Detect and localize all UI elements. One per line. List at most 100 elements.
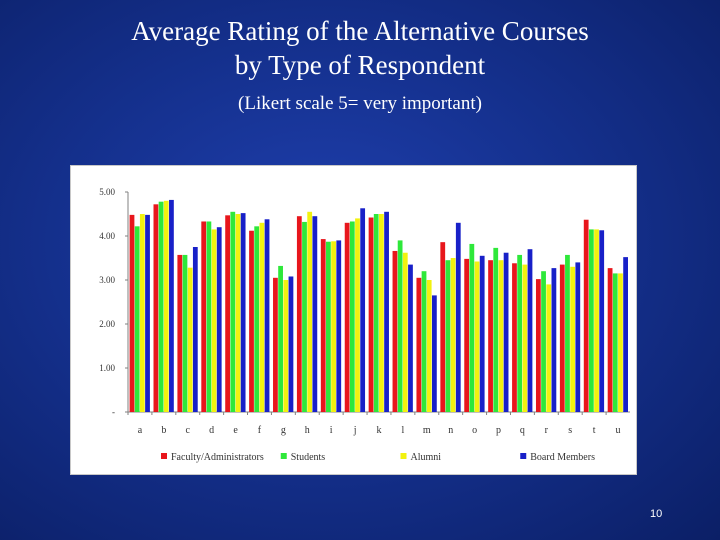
bar — [445, 260, 451, 412]
y-tick-label: - — [112, 407, 115, 417]
y-tick-label: 3.00 — [99, 275, 115, 285]
bar — [240, 213, 246, 412]
x-tick-label: f — [258, 425, 262, 436]
bar — [230, 211, 236, 412]
legend: Faculty/Administrators Students Alumni Boar… — [161, 452, 595, 463]
x-tick-label: d — [209, 425, 214, 436]
bar — [373, 214, 379, 412]
bar — [416, 277, 422, 412]
x-tick-label: q — [520, 425, 525, 436]
x-tick-label: e — [233, 425, 238, 436]
bar — [479, 255, 485, 412]
bar — [368, 217, 374, 412]
bar — [177, 254, 183, 412]
x-tick-label: l — [402, 425, 405, 436]
bar — [278, 265, 283, 412]
x-tick-label: j — [353, 425, 357, 436]
bar — [503, 252, 509, 412]
y-tick-label: 2.00 — [99, 319, 115, 329]
x-tick-label: c — [186, 425, 191, 436]
bar — [397, 240, 403, 412]
bar — [455, 222, 461, 412]
bar — [344, 222, 350, 412]
bar — [225, 215, 230, 412]
bar — [469, 243, 475, 412]
x-tick-label: p — [496, 425, 501, 436]
bar — [216, 227, 222, 412]
x-tick-label: k — [377, 425, 382, 436]
x-tick-label: u — [616, 425, 621, 436]
y-tick-label: 5.00 — [99, 187, 115, 197]
page-number: 10 — [650, 508, 663, 520]
bar — [264, 219, 270, 412]
legend-label: Alumni — [411, 452, 442, 463]
bar — [163, 200, 169, 412]
bar — [153, 204, 159, 412]
bar — [431, 295, 437, 412]
bar — [134, 226, 140, 412]
bar — [288, 276, 294, 412]
legend-swatch — [280, 453, 287, 459]
bar — [139, 214, 145, 412]
bar — [283, 280, 289, 412]
bar — [426, 280, 432, 412]
bar — [320, 239, 326, 412]
bar — [559, 264, 565, 412]
bar — [187, 267, 193, 412]
bar — [145, 214, 150, 412]
bar — [599, 230, 605, 412]
slide-title: Average Rating of the Alternative Course… — [0, 14, 720, 82]
legend-label: Board Members — [530, 452, 595, 463]
legend-swatch — [520, 453, 527, 459]
y-axis: - 1.00 2.00 3.00 4.00 5.00 — [99, 187, 129, 417]
bar — [355, 218, 360, 412]
bar — [360, 208, 366, 412]
bar — [402, 252, 408, 412]
bar — [259, 222, 265, 412]
bar — [607, 268, 613, 412]
bar — [408, 264, 413, 412]
bar — [331, 241, 336, 412]
bar — [551, 268, 557, 412]
bar — [254, 226, 260, 412]
x-tick-label: n — [448, 425, 453, 436]
bar — [206, 221, 212, 412]
bar — [326, 241, 331, 412]
x-tick-label: h — [305, 425, 310, 436]
bar — [618, 273, 623, 412]
bar — [273, 277, 278, 412]
bar — [575, 262, 581, 412]
bar — [192, 247, 198, 412]
legend-swatch — [400, 453, 407, 459]
bar — [169, 199, 174, 412]
bar — [336, 240, 342, 412]
bar — [522, 264, 528, 412]
bar — [312, 216, 318, 412]
bar — [307, 211, 313, 412]
bar — [588, 229, 594, 412]
legend-label: Faculty/Administrators — [171, 452, 264, 463]
y-tick-label: 1.00 — [99, 363, 115, 373]
x-tick-label: s — [568, 425, 572, 436]
bar — [565, 254, 570, 412]
bar — [623, 257, 628, 412]
bar — [182, 254, 188, 412]
x-tick-label: b — [161, 425, 166, 436]
x-tick-label: g — [281, 425, 286, 436]
bar — [129, 214, 135, 412]
bar — [488, 260, 493, 412]
bar — [517, 254, 523, 412]
x-tick-label: a — [138, 425, 143, 436]
x-tick-label: i — [330, 425, 333, 436]
x-tick-label: m — [423, 425, 431, 436]
legend-swatch — [161, 453, 167, 459]
slide-title-line-1: Average Rating of the Alternative Course… — [131, 16, 589, 46]
bar — [527, 249, 533, 412]
bar — [546, 284, 552, 412]
bar — [498, 260, 504, 412]
slide-title-line-2: by Type of Respondent — [234, 50, 486, 80]
bar — [249, 230, 254, 412]
bar — [421, 271, 427, 412]
bar — [570, 266, 576, 412]
bar — [612, 273, 618, 412]
